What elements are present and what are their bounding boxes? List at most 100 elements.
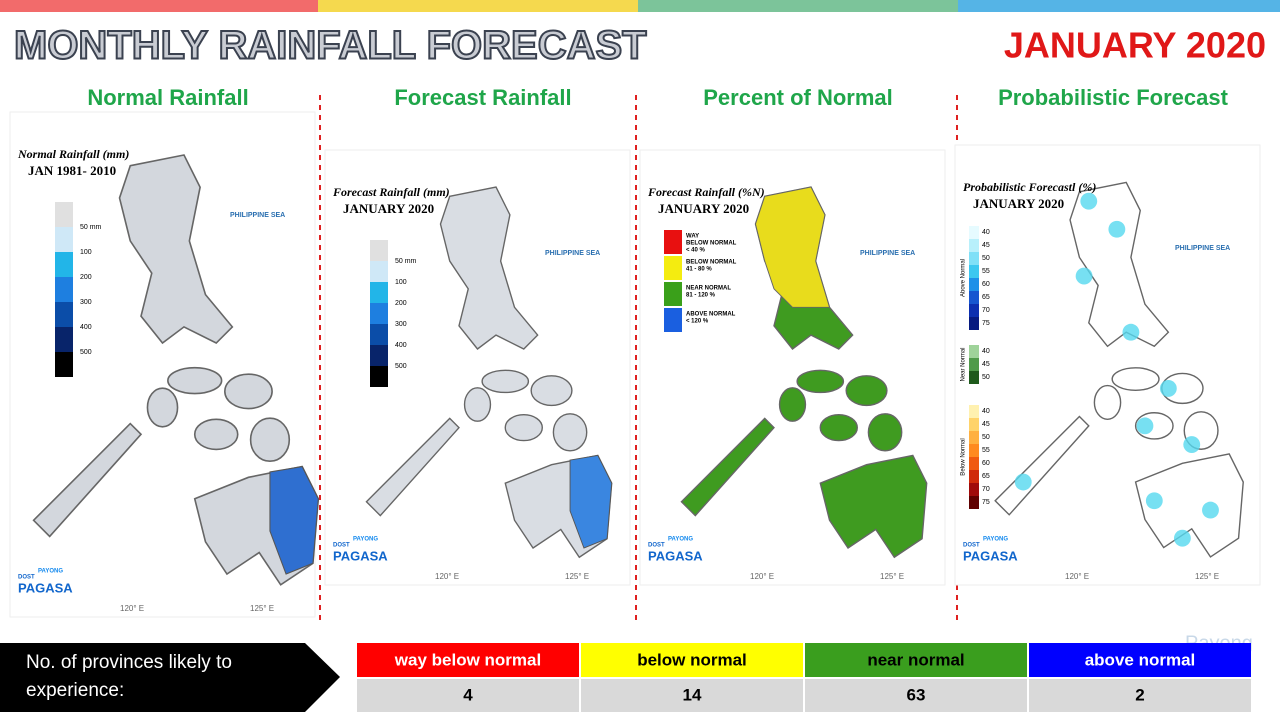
accent <box>569 454 613 549</box>
prob-label: 50 <box>982 374 990 381</box>
legend-label: 50 mm <box>395 258 417 265</box>
strip <box>0 0 318 12</box>
lon-label: 125° E <box>250 604 274 613</box>
prob-label: 75 <box>982 320 990 327</box>
prob-label: 45 <box>982 361 990 368</box>
summary-head <box>805 643 1027 677</box>
sea-label: PHILIPPINE SEA <box>230 212 285 219</box>
map-subtitle: JANUARY 2020 <box>658 201 749 216</box>
map-title: Normal Rainfall (mm) <box>17 147 129 161</box>
class-label: ABOVE NORMAL <box>686 312 736 318</box>
prob-swatch <box>969 239 979 252</box>
lon-label: 125° E <box>880 572 904 581</box>
legend-swatch <box>55 352 73 377</box>
summary-count: 63 <box>907 685 926 704</box>
class-swatch <box>664 282 682 306</box>
legend-label: 400 <box>395 342 407 349</box>
legend-label: 100 <box>80 249 92 256</box>
prob-label: 70 <box>982 486 990 493</box>
map-title: Forecast Rainfall (%N) <box>647 185 765 199</box>
prob-dot <box>1159 379 1177 397</box>
logo-text: PAGASA <box>963 548 1018 563</box>
prob-dot <box>1080 192 1098 210</box>
class-swatch <box>664 256 682 280</box>
prob-label: 60 <box>982 460 990 467</box>
map <box>365 186 613 558</box>
panel-title: Forecast Rainfall <box>394 85 571 110</box>
prob-dot <box>1136 417 1154 435</box>
logo-text: PAGASA <box>648 548 703 563</box>
logo-text: PAGASA <box>333 548 388 563</box>
logo-text: PAYONG <box>38 569 63 575</box>
legend-swatch <box>370 366 388 387</box>
map-subtitle: JANUARY 2020 <box>973 196 1064 211</box>
prob-swatch <box>969 418 979 431</box>
prob-label: 50 <box>982 434 990 441</box>
prob-label: 55 <box>982 447 990 454</box>
logo-text: PAYONG <box>668 537 693 543</box>
lon-label: 120° E <box>435 572 459 581</box>
legend-swatch <box>370 324 388 345</box>
legend-label: 500 <box>80 349 92 356</box>
legend-label: 50 mm <box>80 224 102 231</box>
legend-label: 200 <box>395 300 407 307</box>
summary-name: above normal <box>1085 650 1196 669</box>
map-subtitle: JANUARY 2020 <box>343 201 434 216</box>
legend-swatch <box>370 345 388 366</box>
strip <box>958 0 1280 12</box>
legend-swatch <box>370 303 388 324</box>
strip <box>638 0 958 12</box>
class-swatch <box>664 308 682 332</box>
class-label: WAY <box>686 234 699 240</box>
panel-title: Percent of Normal <box>703 85 893 110</box>
prob-dot <box>1145 492 1163 510</box>
summary-head <box>1029 643 1251 677</box>
logo-text: DOST <box>648 543 665 549</box>
prob-swatch <box>969 278 979 291</box>
panel-title: Normal Rainfall <box>87 85 248 110</box>
sea-label: PHILIPPINE SEA <box>545 250 600 257</box>
prob-swatch <box>969 405 979 418</box>
legend-swatch <box>55 227 73 252</box>
legend-swatch <box>55 252 73 277</box>
prob-label: 55 <box>982 268 990 275</box>
legend-label: 500 <box>395 363 407 370</box>
summary-head <box>357 643 579 677</box>
class-swatch <box>664 230 682 254</box>
map <box>994 181 1244 558</box>
prob-label: 40 <box>982 229 990 236</box>
summary-label: No. of provinces likely to experience: <box>26 652 232 701</box>
title: MONTHLY RAINFALL FORECAST <box>14 24 647 68</box>
prob-label: 70 <box>982 307 990 314</box>
prob-swatch <box>969 457 979 470</box>
legend-swatch <box>370 282 388 303</box>
summary-arrow <box>0 643 340 712</box>
prob-swatch <box>969 358 979 371</box>
summary-cell <box>357 679 579 712</box>
group-label: Below Normal <box>961 438 967 475</box>
prob-dot <box>1173 529 1191 547</box>
prob-swatch <box>969 444 979 457</box>
lon-label: 120° E <box>750 572 774 581</box>
accent <box>754 186 831 308</box>
legend-swatch <box>55 302 73 327</box>
legend-swatch <box>55 202 73 227</box>
logo-text: DOST <box>333 543 350 549</box>
sea-label: PHILIPPINE SEA <box>860 250 915 257</box>
prob-swatch <box>969 496 979 509</box>
lon-label: 125° E <box>1195 572 1219 581</box>
prob-swatch <box>969 265 979 278</box>
prob-swatch <box>969 304 979 317</box>
prob-label: 65 <box>982 294 990 301</box>
class-label: < 120 % <box>686 319 709 325</box>
prob-dot <box>1183 436 1201 453</box>
summary-head <box>581 643 803 677</box>
accent <box>269 465 319 575</box>
legend-label: 100 <box>395 279 407 286</box>
legend-label: 300 <box>395 321 407 328</box>
lon-label: 120° E <box>1065 572 1089 581</box>
group-label: Near Normal <box>961 347 967 381</box>
legend-swatch <box>370 240 388 261</box>
class-label: NEAR NORMAL <box>686 286 731 292</box>
legend-swatch <box>55 277 73 302</box>
